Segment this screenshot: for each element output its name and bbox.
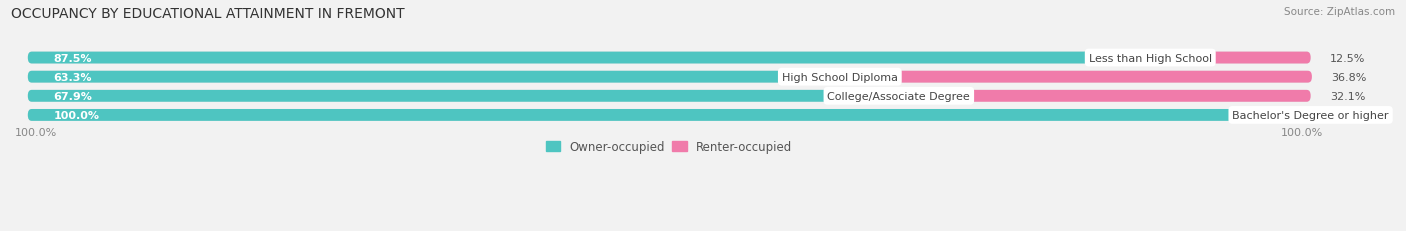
Text: 67.9%: 67.9%: [53, 91, 93, 101]
Text: OCCUPANCY BY EDUCATIONAL ATTAINMENT IN FREMONT: OCCUPANCY BY EDUCATIONAL ATTAINMENT IN F…: [11, 7, 405, 21]
Text: High School Diploma: High School Diploma: [782, 72, 898, 82]
FancyBboxPatch shape: [28, 109, 1310, 121]
Legend: Owner-occupied, Renter-occupied: Owner-occupied, Renter-occupied: [541, 136, 797, 158]
Text: Source: ZipAtlas.com: Source: ZipAtlas.com: [1284, 7, 1395, 17]
FancyBboxPatch shape: [28, 52, 1310, 64]
FancyBboxPatch shape: [28, 71, 1310, 83]
FancyBboxPatch shape: [1150, 52, 1310, 64]
Text: 12.5%: 12.5%: [1330, 53, 1365, 63]
FancyBboxPatch shape: [898, 91, 1310, 102]
FancyBboxPatch shape: [28, 91, 1310, 102]
Text: Bachelor's Degree or higher: Bachelor's Degree or higher: [1232, 110, 1389, 120]
Text: 32.1%: 32.1%: [1330, 91, 1365, 101]
Text: 0.0%: 0.0%: [1330, 110, 1358, 120]
FancyBboxPatch shape: [28, 52, 1150, 64]
Text: 87.5%: 87.5%: [53, 53, 91, 63]
FancyBboxPatch shape: [28, 71, 839, 83]
Text: 100.0%: 100.0%: [1281, 128, 1323, 138]
FancyBboxPatch shape: [839, 71, 1312, 83]
Text: 100.0%: 100.0%: [53, 110, 100, 120]
Text: 63.3%: 63.3%: [53, 72, 91, 82]
FancyBboxPatch shape: [28, 91, 898, 102]
Text: College/Associate Degree: College/Associate Degree: [828, 91, 970, 101]
Text: 100.0%: 100.0%: [15, 128, 58, 138]
Text: Less than High School: Less than High School: [1088, 53, 1212, 63]
Text: 36.8%: 36.8%: [1331, 72, 1367, 82]
FancyBboxPatch shape: [28, 109, 1310, 121]
